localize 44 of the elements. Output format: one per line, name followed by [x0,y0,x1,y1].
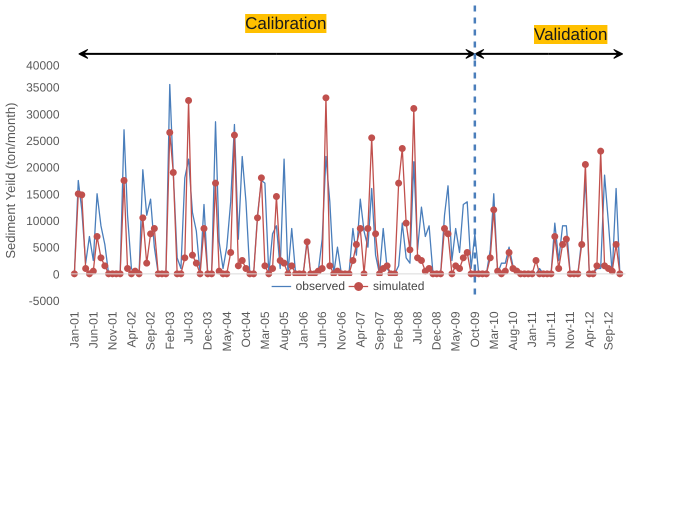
x-tick-label: Aug-10 [506,311,520,350]
y-tick-label: 20000 [26,160,60,175]
x-tick-label: Oct-04 [238,311,253,348]
y-tick-label: 35000 [26,80,60,95]
y-axis-title: Sediment Yeild (ton/month) [3,102,18,259]
x-tick-label: Aug-05 [277,311,292,350]
x-tick-label: Dec-08 [430,311,444,350]
text: Calibration [245,14,326,33]
x-tick-label: Sep-12 [601,311,616,350]
x-tick-label: Jun-01 [86,311,100,348]
y-tick-label: 25000 [26,134,60,148]
x-tick-label: Jan-01 [67,311,82,348]
x-tick-label: Apr-02 [124,311,138,348]
y-tick-label: 0 [52,267,60,282]
x-tick-label: Jul-08 [410,311,425,344]
x-tick-label: Jan-11 [525,311,540,348]
text: Validation [534,25,608,44]
legend-label: observed [296,279,346,293]
y-tick-label: 40000 [26,58,60,72]
x-tick-label: Feb-03 [162,311,177,350]
x-tick-label: Sep-02 [144,311,158,350]
y-tick-label: 30000 [26,107,60,122]
x-tick-label: Oct-09 [468,311,482,348]
x-tick-label: Sep-07 [372,311,386,350]
y-tick-label: 10000 [26,214,60,228]
x-tick-label: Nov-01 [105,311,120,350]
x-tick-label: Jun-06 [315,311,330,348]
x-tick-label: Jan-06 [296,311,310,348]
y-tick-label: 15000 [26,187,60,202]
x-tick-label: Nov-11 [563,311,578,350]
x-tick-label: Mar-10 [486,311,501,350]
x-tick-label: Dec-03 [200,311,215,350]
x-tick-label: Jul-03 [182,311,196,344]
x-tick-label: Apr-12 [582,311,596,348]
x-tick-label: Nov-06 [334,311,348,350]
x-tick-label: May-09 [448,311,463,352]
x-tick-label: Feb-08 [392,311,406,350]
x-tick-label: Mar-05 [258,311,272,350]
x-tick-label: May-04 [220,311,234,352]
x-tick-label: Apr-07 [353,311,368,348]
legend-label: simulated [373,279,424,293]
y-tick-label: -5000 [28,294,60,308]
y-tick-label: 5000 [32,240,60,255]
x-tick-label: Jun-11 [544,311,558,348]
